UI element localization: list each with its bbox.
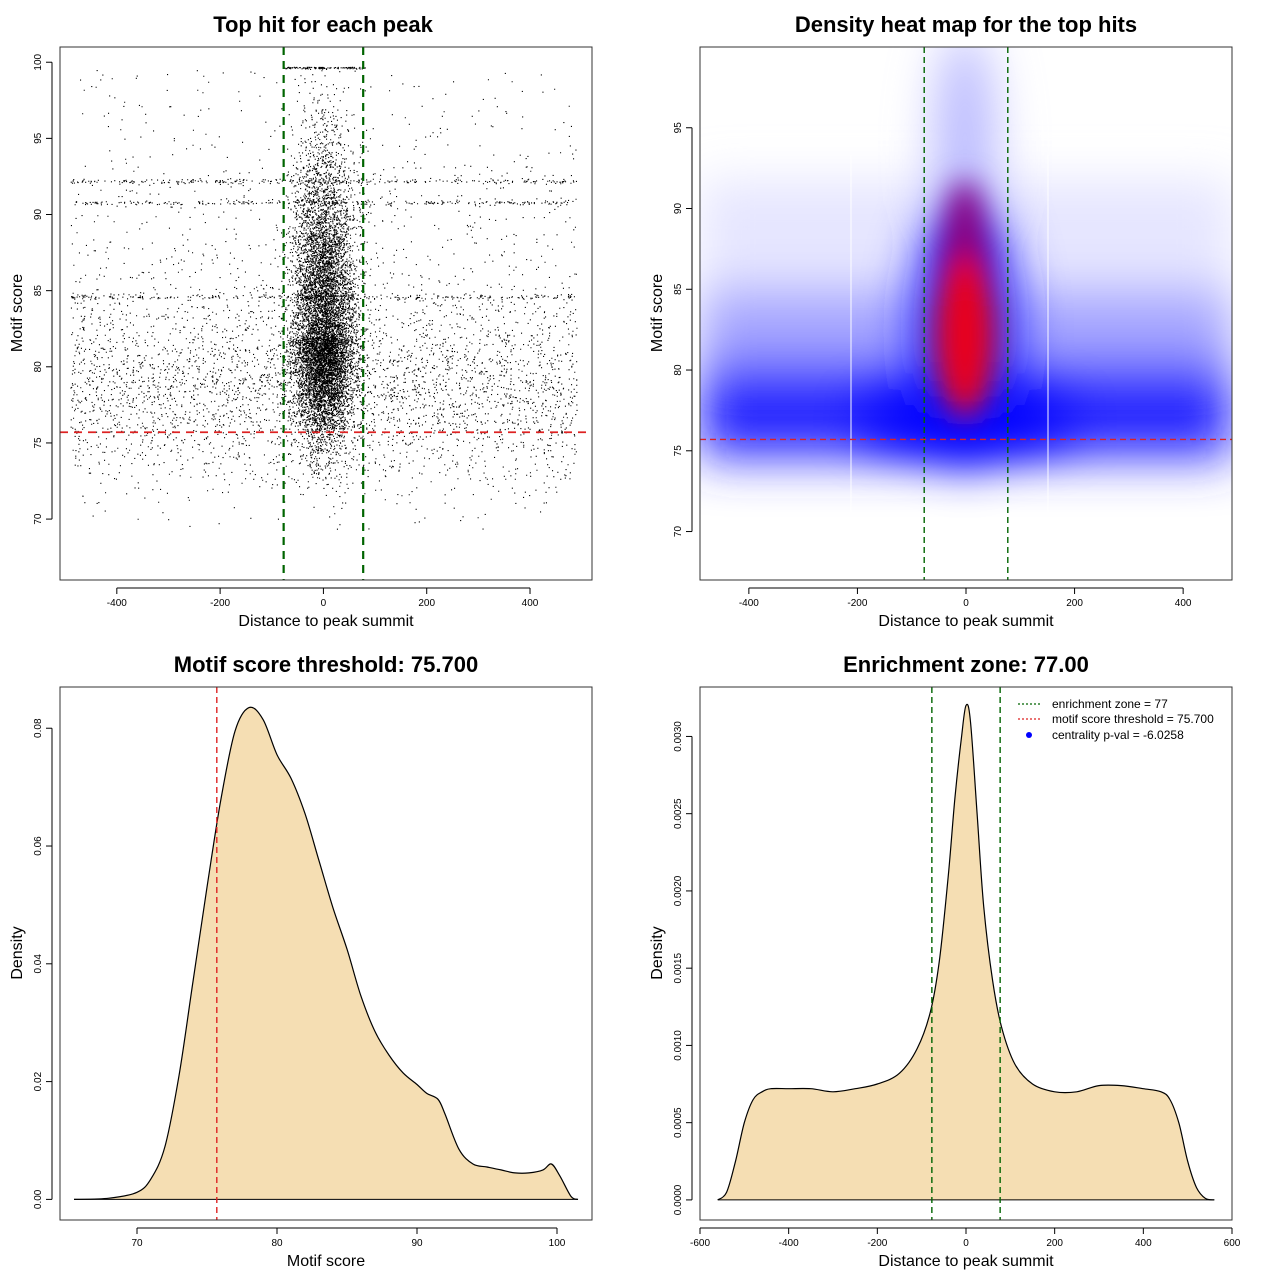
score-density-xlabel: Motif score bbox=[287, 1253, 365, 1270]
y-tick-label: 0.0025 bbox=[673, 798, 684, 829]
y-tick-label: 0.0005 bbox=[673, 1107, 684, 1138]
x-tick-label: 0 bbox=[321, 598, 327, 609]
heatmap-plot-frame bbox=[699, 46, 1233, 581]
x-tick-label: -400 bbox=[779, 1238, 799, 1249]
x-tick-label: 200 bbox=[1046, 1238, 1063, 1249]
heatmap-reference-lines bbox=[700, 47, 1232, 580]
x-tick-label: 0 bbox=[963, 598, 969, 609]
scatter-title: Top hit for each peak bbox=[213, 12, 433, 37]
heatmap-panel: Density heat map for the top hits bbox=[649, 12, 1233, 630]
distance-density-panel: Enrichment zone: 77.00 -600 -400 -200 0 200 4… bbox=[649, 652, 1241, 1270]
score-density-title: Motif score threshold: 75.700 bbox=[174, 652, 478, 677]
y-tick-label: 0.06 bbox=[33, 836, 44, 856]
y-tick-label: 90 bbox=[673, 203, 684, 215]
y-tick-label: 80 bbox=[33, 361, 44, 373]
x-tick-label: 90 bbox=[411, 1238, 423, 1249]
heatmap-ylabel: Motif score bbox=[649, 274, 666, 352]
x-tick-label: 200 bbox=[418, 598, 435, 609]
y-tick-label: 0.02 bbox=[33, 1071, 44, 1091]
heatmap-density bbox=[700, 47, 1232, 580]
y-tick-label: 75 bbox=[33, 437, 44, 449]
y-tick-label: 85 bbox=[33, 285, 44, 297]
y-tick-label: 70 bbox=[33, 513, 44, 525]
scatter-panel: Top hit for each peak -400 -200 0 200 400 70 7… bbox=[9, 12, 593, 630]
legend-label-threshold: motif score threshold = 75.700 bbox=[1052, 712, 1214, 726]
y-tick-label: 0.04 bbox=[33, 954, 44, 974]
score-density-area bbox=[73, 706, 579, 1200]
y-tick-label: 0.0000 bbox=[673, 1184, 684, 1215]
y-tick-label: 0.00 bbox=[33, 1189, 44, 1209]
x-tick-label: 80 bbox=[271, 1238, 283, 1249]
legend-label-pval: centrality p-val = -6.0258 bbox=[1052, 728, 1184, 742]
scatter-points bbox=[70, 66, 578, 530]
y-tick-label: 70 bbox=[673, 526, 684, 538]
scatter-plot-frame bbox=[59, 46, 593, 581]
y-tick-label: 85 bbox=[673, 283, 684, 295]
y-tick-label: 90 bbox=[33, 209, 44, 221]
distance-density-area bbox=[717, 703, 1215, 1201]
density-fill bbox=[74, 707, 578, 1200]
distance-density-axes: -600 -400 -200 0 200 400 600 0.0000 0.0005 0.0010… bbox=[673, 721, 1241, 1249]
scatter-reference-lines bbox=[60, 47, 592, 580]
score-density-ylabel: Density bbox=[9, 926, 26, 979]
x-tick-label: 400 bbox=[1175, 598, 1192, 609]
distance-density-xlabel: Distance to peak summit bbox=[878, 1253, 1054, 1270]
density-curve bbox=[717, 703, 1215, 1201]
heatmap-axes: -400 -200 0 200 400 70 75 80 85 90 95 bbox=[673, 122, 1192, 609]
x-tick-label: -400 bbox=[739, 598, 759, 609]
x-tick-label: -200 bbox=[867, 1238, 887, 1249]
distance-density-title: Enrichment zone: 77.00 bbox=[843, 652, 1089, 677]
y-tick-label: 0.0020 bbox=[673, 875, 684, 906]
x-tick-label: -400 bbox=[107, 598, 127, 609]
x-tick-label: 400 bbox=[522, 598, 539, 609]
score-density-axes: 70 80 90 100 0.00 0.02 0.04 0.06 0.08 bbox=[33, 718, 566, 1249]
heatmap-title: Density heat map for the top hits bbox=[795, 12, 1137, 37]
y-tick-label: 0.08 bbox=[33, 718, 44, 738]
x-tick-label: -200 bbox=[210, 598, 230, 609]
density-fill bbox=[717, 704, 1215, 1200]
y-tick-label: 100 bbox=[33, 53, 44, 70]
y-tick-label: 0.0010 bbox=[673, 1030, 684, 1061]
x-tick-label: 400 bbox=[1135, 1238, 1152, 1249]
x-tick-label: -200 bbox=[847, 598, 867, 609]
scatter-xlabel: Distance to peak summit bbox=[238, 613, 414, 630]
heatmap-xlabel: Distance to peak summit bbox=[878, 613, 1054, 630]
x-tick-label: 0 bbox=[963, 1238, 969, 1249]
y-tick-label: 0.0015 bbox=[673, 952, 684, 983]
x-tick-label: 70 bbox=[131, 1238, 143, 1249]
y-tick-label: 75 bbox=[673, 445, 684, 457]
heatmap-hotspot bbox=[935, 180, 995, 420]
score-density-panel: Motif score threshold: 75.700 70 80 90 100 0… bbox=[9, 652, 593, 1270]
distance-density-plot-frame bbox=[699, 686, 1233, 1221]
y-tick-label: 95 bbox=[673, 122, 684, 134]
distance-density-legend: enrichment zone = 77 motif score thresho… bbox=[1018, 697, 1214, 742]
x-tick-label: -600 bbox=[690, 1238, 710, 1249]
scatter-point-cloud bbox=[70, 66, 578, 530]
density-curve bbox=[73, 706, 579, 1200]
y-tick-label: 80 bbox=[673, 364, 684, 376]
scatter-axes: -400 -200 0 200 400 70 75 80 85 90 95 100 bbox=[33, 53, 539, 609]
legend-label-enrichment: enrichment zone = 77 bbox=[1052, 697, 1168, 711]
x-tick-label: 200 bbox=[1066, 598, 1083, 609]
distance-density-ylabel: Density bbox=[649, 926, 666, 979]
legend-swatch-pval bbox=[1026, 732, 1032, 738]
x-tick-label: 600 bbox=[1224, 1238, 1241, 1249]
x-tick-label: 100 bbox=[549, 1238, 566, 1249]
distance-density-reference-lines bbox=[931, 687, 1001, 1220]
score-density-plot-frame bbox=[59, 686, 593, 1221]
y-tick-label: 0.0030 bbox=[673, 721, 684, 752]
scatter-ylabel: Motif score bbox=[9, 274, 26, 352]
y-tick-label: 95 bbox=[33, 132, 44, 144]
